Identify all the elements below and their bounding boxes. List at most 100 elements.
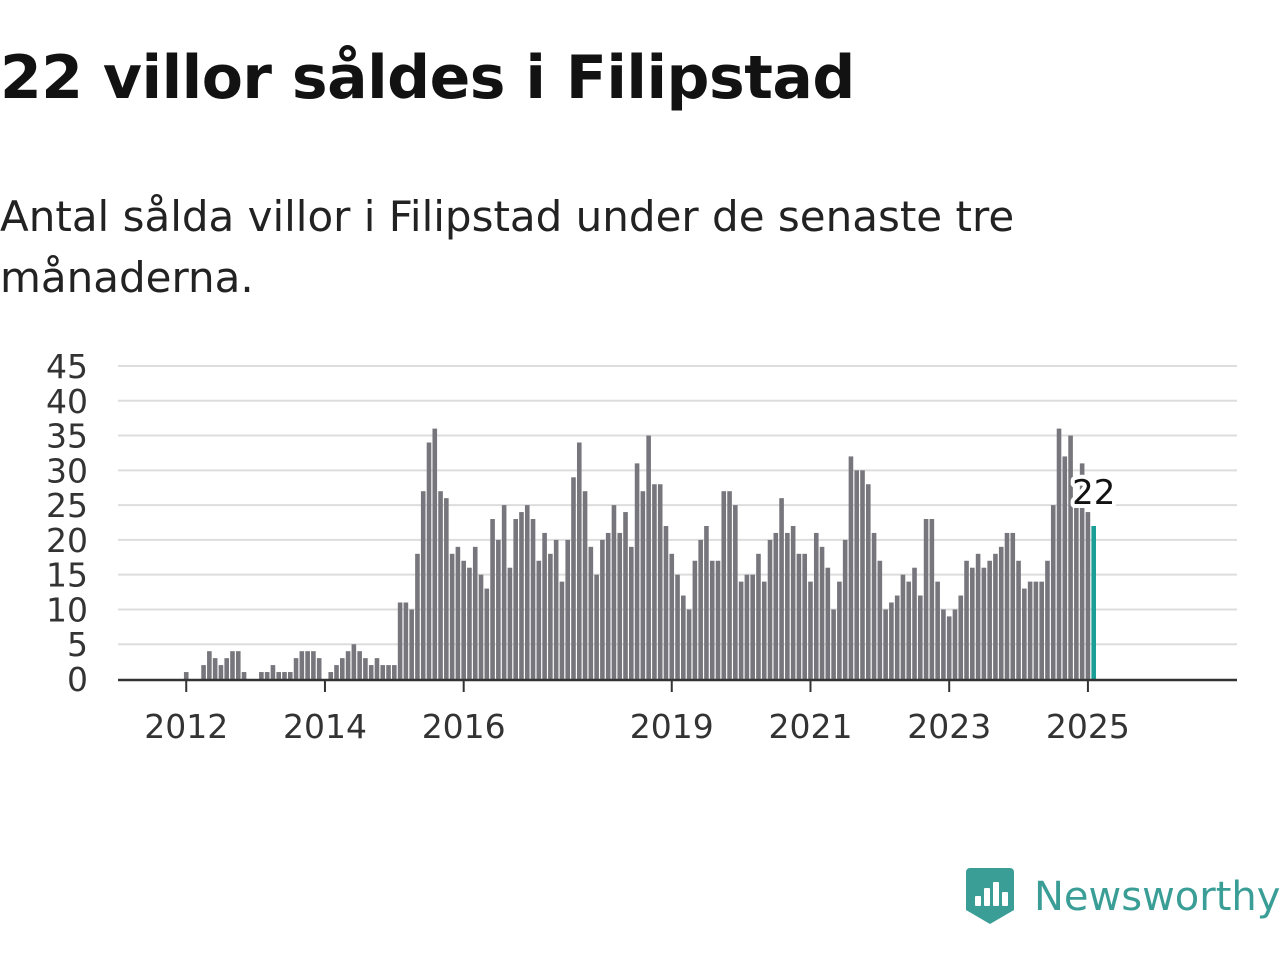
bar	[559, 581, 565, 679]
bar	[1074, 498, 1079, 679]
bar	[455, 546, 461, 679]
bar	[952, 609, 958, 679]
gridlines	[118, 365, 1237, 646]
bar	[675, 574, 680, 679]
bar	[299, 651, 305, 679]
bar	[420, 491, 426, 679]
bar	[877, 560, 883, 679]
y-tick-label: 20	[46, 521, 88, 560]
y-tick-label: 45	[46, 347, 88, 386]
bar	[785, 532, 790, 679]
bar	[837, 581, 842, 679]
x-tick-label: 2019	[630, 707, 714, 746]
bar	[490, 519, 495, 679]
bar	[218, 665, 224, 679]
bar	[1004, 532, 1010, 679]
bar	[444, 498, 449, 679]
bar	[1039, 581, 1044, 679]
bar	[542, 532, 547, 679]
bar	[813, 532, 819, 679]
bar	[519, 512, 524, 679]
bar	[478, 574, 484, 679]
y-tick-label: 15	[46, 556, 88, 595]
bar	[553, 539, 559, 679]
bar	[796, 553, 802, 679]
bar	[484, 588, 490, 679]
bar	[935, 581, 940, 679]
bar	[467, 567, 472, 679]
bar	[345, 651, 351, 679]
x-tick-label: 2021	[768, 707, 852, 746]
bar	[357, 651, 362, 679]
newsworthy-brand[interactable]: Newsworthy	[964, 862, 1280, 932]
bar	[368, 665, 374, 679]
bar	[1079, 463, 1085, 679]
bar	[929, 519, 935, 679]
bar	[461, 560, 466, 679]
bar	[646, 435, 651, 679]
y-tick-label: 5	[67, 625, 88, 664]
bar	[779, 498, 784, 679]
bar	[900, 574, 906, 679]
bar	[212, 658, 218, 679]
bar	[259, 672, 264, 679]
bar	[426, 442, 432, 679]
bar	[808, 581, 813, 679]
bar	[761, 581, 767, 679]
x-tick-label: 2025	[1046, 707, 1130, 746]
bar	[351, 644, 357, 679]
bar	[241, 672, 247, 679]
bar	[652, 484, 657, 679]
bar	[415, 553, 420, 679]
y-tick-label: 30	[46, 451, 88, 490]
bar	[704, 525, 709, 679]
bar	[264, 672, 270, 679]
chart-subtitle: Antal sålda villor i Filipstad under de …	[0, 192, 1015, 302]
bar	[865, 484, 871, 679]
bar	[340, 658, 345, 679]
bar	[640, 491, 646, 679]
bar	[530, 519, 536, 679]
bar	[756, 553, 761, 679]
bar	[374, 658, 380, 679]
bar	[993, 553, 998, 679]
bar	[681, 595, 686, 679]
bar	[767, 539, 773, 679]
bar	[802, 553, 807, 679]
bar	[1016, 560, 1021, 679]
bar	[854, 470, 860, 679]
bar	[403, 602, 409, 679]
bar	[305, 651, 310, 679]
bar-series	[183, 428, 1096, 679]
value-label: 22	[1072, 473, 1115, 513]
x-tick-label: 2023	[907, 707, 991, 746]
bar	[270, 665, 276, 679]
bar	[790, 525, 796, 679]
bar	[230, 651, 235, 679]
bar	[1022, 588, 1027, 679]
bar	[634, 463, 640, 679]
bar	[1045, 560, 1050, 679]
bar	[738, 581, 744, 679]
bar	[287, 672, 293, 679]
bar	[363, 658, 368, 679]
x-tick-label: 2014	[283, 707, 367, 746]
y-tick-label: 10	[46, 590, 88, 629]
bar	[536, 560, 542, 679]
bar	[686, 609, 692, 679]
bar	[472, 546, 478, 679]
bar	[970, 567, 975, 679]
bar	[605, 532, 611, 679]
bar	[513, 519, 518, 679]
bar	[912, 567, 917, 679]
newsworthy-logo-icon	[966, 868, 1014, 924]
bar	[848, 456, 854, 679]
bar	[629, 546, 634, 679]
bar	[571, 477, 576, 679]
bar	[715, 560, 721, 679]
bar	[438, 491, 443, 679]
chart-title: 22 villor såldes i Filipstad	[0, 43, 855, 113]
brand-name: Newsworthy	[1034, 874, 1280, 920]
